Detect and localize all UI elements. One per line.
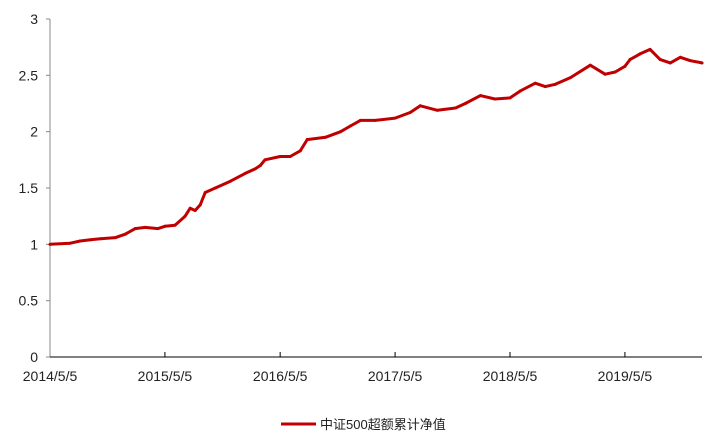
x-tick-label: 2017/5/5 [368, 368, 423, 384]
data-point [258, 163, 262, 167]
data-point [463, 102, 467, 105]
data-point [648, 47, 652, 51]
data-point [113, 236, 117, 240]
data-point [358, 118, 362, 122]
data-point [188, 206, 192, 210]
data-point [263, 158, 267, 162]
x-tick-label: 2019/5/5 [598, 368, 653, 384]
series-points [48, 47, 704, 246]
data-point [198, 203, 202, 207]
data-point [623, 64, 627, 68]
data-point [454, 106, 458, 110]
data-point [339, 130, 343, 134]
data-point [613, 70, 617, 74]
data-point [68, 241, 72, 245]
data-point [508, 96, 512, 100]
x-tick-label: 2018/5/5 [483, 368, 538, 384]
data-point [533, 81, 537, 85]
series-line [49, 47, 703, 246]
data-point [253, 167, 257, 171]
data-point [435, 108, 439, 112]
data-point [373, 118, 377, 122]
data-point [228, 179, 232, 183]
y-tick-label: 1.5 [19, 180, 39, 196]
data-point [143, 225, 147, 229]
x-tick-label: 2015/5/5 [138, 368, 193, 384]
y-tick-label: 1 [30, 236, 38, 252]
data-point [408, 111, 412, 115]
data-point [48, 242, 52, 246]
data-point [323, 135, 327, 139]
data-point [348, 124, 352, 128]
x-tick-label: 2016/5/5 [253, 368, 308, 384]
data-point [203, 191, 207, 195]
data-point [588, 63, 592, 67]
data-point [658, 58, 662, 62]
data-point [298, 149, 302, 153]
data-point [393, 116, 397, 120]
data-point [193, 209, 197, 213]
data-point [305, 138, 309, 142]
data-point [543, 85, 547, 89]
y-tick-label: 0.5 [19, 293, 39, 309]
data-point [183, 214, 187, 218]
data-point [603, 72, 607, 76]
y-tick-label: 3 [30, 11, 38, 27]
legend: 中证500超额累计净值 [281, 417, 446, 432]
y-tick-label: 2 [30, 124, 38, 140]
x-axis: 2014/5/5 2015/5/5 2016/5/5 2017/5/5 2018/5/5… [23, 352, 653, 384]
data-point [278, 154, 282, 158]
data-point [133, 227, 137, 231]
y-tick-label: 0 [30, 349, 38, 365]
data-point [173, 223, 177, 227]
data-point [418, 104, 422, 108]
data-point [98, 237, 102, 241]
data-point [628, 58, 632, 62]
data-point [243, 171, 247, 175]
data-point [568, 76, 572, 80]
data-point [88, 238, 92, 242]
data-point [700, 61, 704, 65]
data-point [78, 239, 82, 243]
legend-label: 中证500超额累计净值 [320, 417, 446, 432]
data-point [478, 94, 482, 98]
data-point [638, 52, 642, 56]
y-tick-label: 2.5 [19, 67, 39, 83]
data-point [288, 154, 292, 158]
data-point [493, 97, 497, 101]
data-point [163, 224, 167, 228]
data-point [213, 186, 217, 190]
data-point [123, 232, 127, 236]
data-point [688, 59, 692, 63]
data-point [678, 55, 682, 59]
data-point [518, 89, 522, 93]
data-point [156, 227, 160, 231]
data-point [668, 61, 672, 65]
x-tick-label: 2014/5/5 [23, 368, 78, 384]
y-axis: 0 0.5 1 1.5 2 2.5 3 [19, 11, 50, 365]
data-point [553, 82, 557, 86]
